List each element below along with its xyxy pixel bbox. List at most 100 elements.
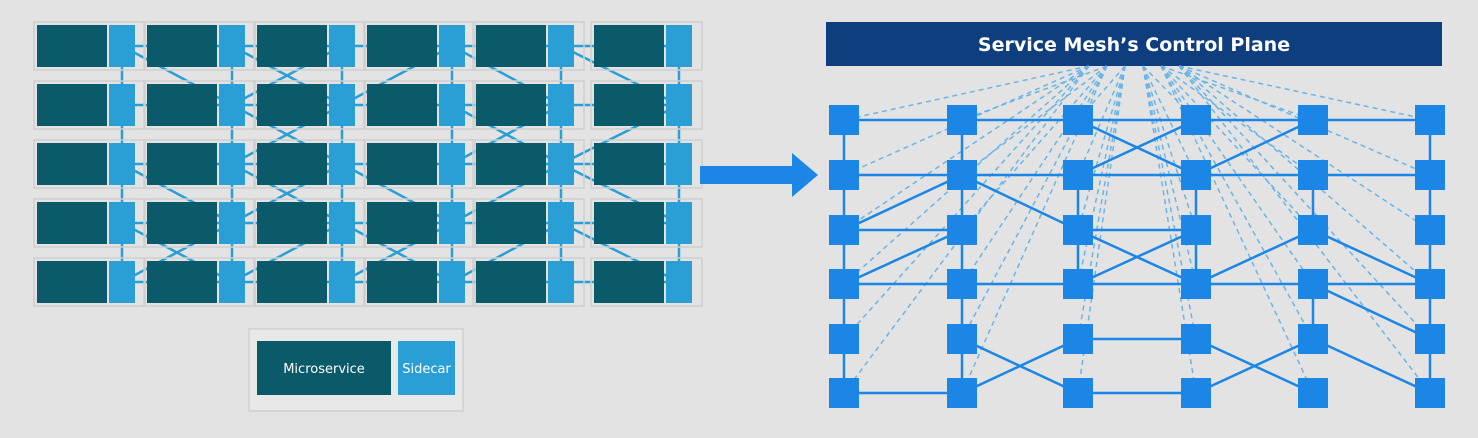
proxy-node [1063,215,1093,245]
microservice-block [147,143,217,185]
control-plane-link [1160,65,1314,340]
microservice-block [257,25,327,67]
service-cell-frame [143,80,256,130]
sidecar-block [219,143,245,185]
proxy-node [829,105,859,135]
microservice-block [367,202,437,244]
proxy-node [1063,160,1093,190]
legend-sidecar-label: Sidecar [402,362,451,377]
proxy-node [1415,324,1445,354]
service-cell-frame [33,139,146,189]
control-plane-link [843,65,1090,340]
service-cell-frame [33,257,146,307]
control-plane-link [1178,65,1431,394]
microservice-block [476,84,546,126]
sidecar-block [548,202,574,244]
service-cell-frame [253,21,366,71]
sidecar-block [439,261,465,303]
sidecar-block [439,84,465,126]
proxy-link [1195,228,1314,286]
microservice-block [147,202,217,244]
proxy-node [1298,269,1328,299]
legend: Microservice Sidecar [248,328,464,412]
proxy-node [829,324,859,354]
proxy-node [1415,269,1445,299]
microservice-block [257,84,327,126]
control-plane-link [1142,65,1197,231]
right-arrow [700,153,818,197]
proxy-node [1298,378,1328,408]
sidecar-block [109,25,135,67]
service-cell-frame [143,198,256,248]
sidecar-block [666,202,692,244]
proxy-node [1415,378,1445,408]
service-cell-frame [472,198,585,248]
proxy-node [1181,324,1211,354]
service-cell-frame [590,139,703,189]
microservice-block [594,261,664,303]
proxy-node [947,160,977,190]
proxy-link [1312,282,1431,341]
microservice-block [476,261,546,303]
proxy-node [1181,160,1211,190]
microservice-block [367,84,437,126]
microservice-block [257,261,327,303]
control-plane-mesh-panel: Service Mesh’s Control Plane [826,22,1445,408]
control-plane-link [1178,65,1431,340]
control-plane-link [843,65,1090,121]
service-cell-frame [363,198,476,248]
service-cell-frame [590,80,703,130]
sidecar-block [219,261,245,303]
proxy-link [961,337,1079,395]
service-cell-frame [363,80,476,130]
sidecar-block [666,25,692,67]
sidecar-block [329,261,355,303]
microservice-block [367,261,437,303]
sidecar-block [219,84,245,126]
proxy-node [1415,105,1445,135]
proxy-node [1415,215,1445,245]
microservice-block [37,143,107,185]
sidecar-block [666,84,692,126]
proxy-node [1298,160,1328,190]
proxy-node [829,378,859,408]
service-cell-frame [33,80,146,130]
proxy-node [1298,215,1328,245]
microservice-block [476,25,546,67]
sidecar-block [666,143,692,185]
microservice-block [476,202,546,244]
service-cell-frame [472,257,585,307]
microservice-block [476,143,546,185]
control-plane-link [1178,65,1431,121]
proxy-node [947,324,977,354]
legend-sidecar-swatch [398,341,455,395]
legend-microservice-swatch [257,341,391,395]
control-plane-link [961,65,1108,394]
arrow-shaft [700,166,795,184]
sidecar-block [219,25,245,67]
proxy-node [947,269,977,299]
service-cell-frame [363,257,476,307]
proxy-link [1312,228,1431,286]
microservice-block [37,84,107,126]
microservice-block [147,25,217,67]
proxy-node [1063,269,1093,299]
microservice-block [257,202,327,244]
sidecar-block [548,143,574,185]
sidecar-block [439,143,465,185]
proxy-link [1077,118,1197,177]
control-plane-link [1142,65,1197,176]
service-cell-frame [253,198,366,248]
proxy-link [1195,118,1314,177]
microservice-block [37,25,107,67]
sidecar-block [548,25,574,67]
microservice-grid [33,21,703,307]
control-plane-link [1077,65,1126,231]
service-cell-frame [590,257,703,307]
proxy-node [947,378,977,408]
control-plane-link [843,65,1090,231]
proxy-link [843,228,963,286]
microservice-block [594,143,664,185]
service-cell-frame [253,139,366,189]
